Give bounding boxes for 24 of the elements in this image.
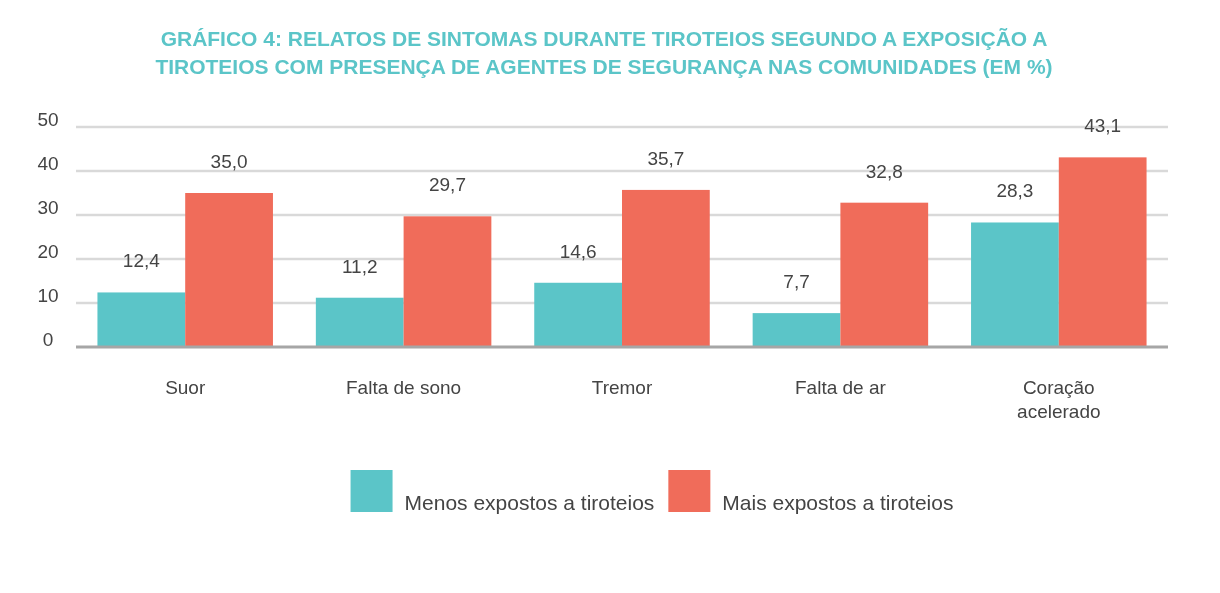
data-label: 28,3 <box>996 180 1034 202</box>
x-tick-label: Falta de sono <box>346 377 462 398</box>
data-label: 7,7 <box>783 271 810 293</box>
x-tick-label: Suor <box>165 377 206 398</box>
legend-label: Mais expostos a tiroteios <box>722 491 954 514</box>
x-tick-label: Falta de ar <box>794 377 887 398</box>
data-label: 11,2 <box>341 255 378 277</box>
data-label: 12,4 <box>122 250 161 272</box>
y-tick-label: 0 <box>42 329 54 350</box>
x-tick-label: Tremor <box>591 377 653 398</box>
data-label: 43,1 <box>1084 115 1122 137</box>
y-tick-label: 20 <box>37 241 59 262</box>
legend-label: Menos expostos a tiroteios <box>404 491 655 514</box>
data-label: 35,0 <box>210 151 248 172</box>
y-tick-label: 50 <box>37 109 59 130</box>
y-tick-label: 30 <box>37 197 59 218</box>
x-tick-label: Coração acelerado <box>1017 377 1101 422</box>
data-label: 32,8 <box>865 160 903 182</box>
data-label: 14,6 <box>559 240 597 262</box>
chart-title: GRÁFICO 4: RELATOS DE SINTOMAS DURANTE TIROTEIOS SEGUNDO A EXPOSIÇÃO A TIROTEIOS COM PRESENÇA DE AGENTES DE SEGURANÇA NAS COMUNIDADES (EM %) <box>155 27 1053 78</box>
data-label: 29,7 <box>428 174 466 196</box>
y-tick-label: 10 <box>37 285 59 306</box>
y-tick-label: 40 <box>37 153 59 174</box>
data-label: 35,7 <box>647 147 685 169</box>
